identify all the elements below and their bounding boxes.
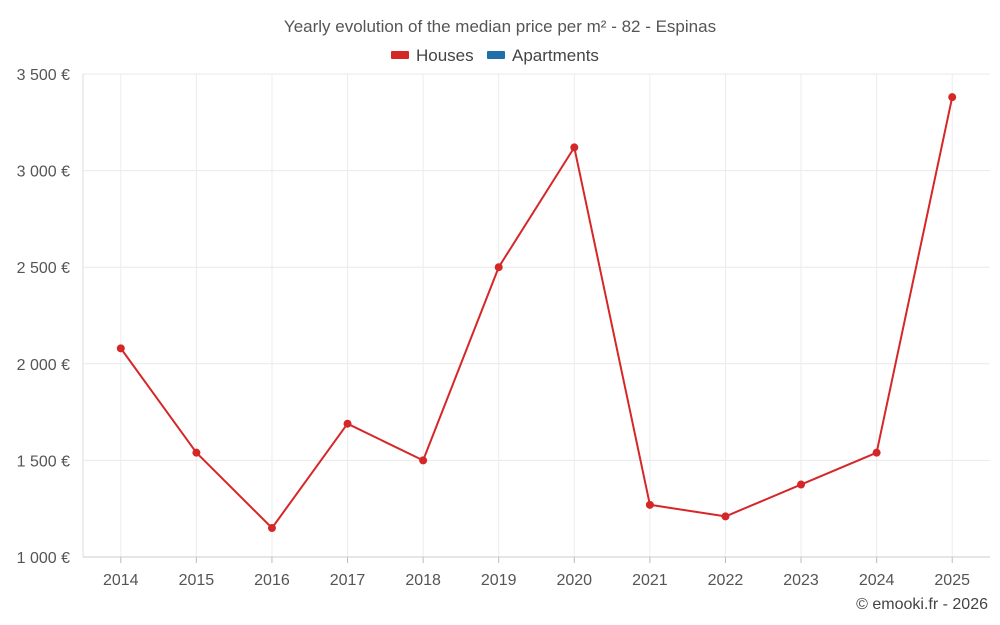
x-tick-label: 2018 bbox=[405, 572, 441, 589]
x-tick-label: 2023 bbox=[783, 572, 819, 589]
y-tick-label: 2 000 € bbox=[17, 357, 70, 374]
x-tick-label: 2017 bbox=[330, 572, 366, 589]
data-point[interactable] bbox=[267, 524, 276, 533]
data-point[interactable] bbox=[797, 480, 806, 489]
x-tick-label: 2019 bbox=[481, 572, 517, 589]
x-tick-label: 2014 bbox=[103, 572, 139, 589]
y-tick-label: 3 000 € bbox=[17, 164, 70, 181]
series-layer bbox=[116, 93, 957, 533]
data-point[interactable] bbox=[419, 456, 428, 465]
y-tick-label: 3 500 € bbox=[17, 67, 70, 84]
x-tick-label: 2015 bbox=[179, 572, 215, 589]
legend-label-houses[interactable]: Houses bbox=[416, 46, 474, 65]
legend: Houses Apartments bbox=[391, 46, 599, 65]
x-tick-label: 2020 bbox=[556, 572, 592, 589]
data-point[interactable] bbox=[872, 448, 881, 457]
x-tick-label: 2016 bbox=[254, 572, 290, 589]
credit-text: © emooki.fr - 2026 bbox=[856, 596, 988, 613]
x-tick-label: 2022 bbox=[708, 572, 744, 589]
legend-label-apartments[interactable]: Apartments bbox=[512, 46, 599, 65]
data-point[interactable] bbox=[570, 143, 579, 152]
y-axis-ticks: 1 000 € 1 500 € 2 000 € 2 500 € 3 000 € 3 500… bbox=[17, 67, 70, 567]
series-line-houses bbox=[119, 96, 954, 529]
y-tick-label: 1 000 € bbox=[17, 550, 70, 567]
data-point[interactable] bbox=[192, 448, 201, 457]
x-axis-ticks: 2014 2015 2016 2017 2018 2019 2020 2021 2022 2023… bbox=[103, 572, 970, 589]
x-tick-label: 2024 bbox=[859, 572, 895, 589]
axes bbox=[82, 74, 990, 563]
y-tick-label: 2 500 € bbox=[17, 260, 70, 277]
legend-swatch-apartments bbox=[487, 51, 505, 59]
data-point[interactable] bbox=[721, 512, 730, 521]
data-point[interactable] bbox=[116, 344, 125, 353]
chart-title: Yearly evolution of the median price per… bbox=[284, 17, 716, 36]
x-tick-label: 2025 bbox=[934, 572, 970, 589]
legend-swatch-houses bbox=[391, 51, 409, 59]
x-tick-label: 2021 bbox=[632, 572, 668, 589]
data-point[interactable] bbox=[343, 419, 352, 428]
data-point[interactable] bbox=[494, 263, 503, 272]
y-tick-label: 1 500 € bbox=[17, 453, 70, 470]
grid-lines bbox=[83, 73, 990, 558]
data-point[interactable] bbox=[645, 500, 654, 509]
data-point[interactable] bbox=[948, 93, 957, 102]
